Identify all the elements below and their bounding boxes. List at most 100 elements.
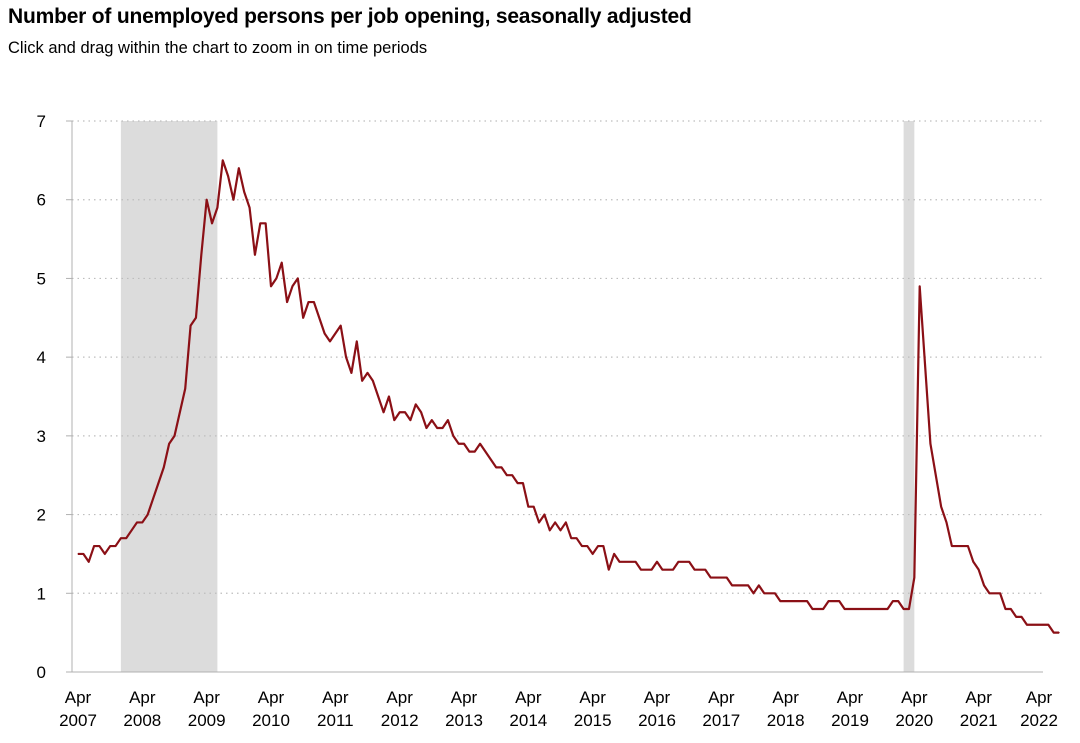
data-point <box>956 545 958 547</box>
data-point <box>549 529 551 531</box>
x-tick-month-label: Apr <box>129 688 156 707</box>
data-point <box>168 443 170 445</box>
data-point <box>82 553 84 555</box>
x-tick-year-label: 2016 <box>638 711 676 730</box>
data-point <box>651 569 653 571</box>
data-point <box>254 254 256 256</box>
data-point <box>409 419 411 421</box>
data-point <box>474 451 476 453</box>
data-point <box>543 513 546 516</box>
data-point <box>672 569 674 571</box>
data-point <box>275 277 277 280</box>
data-point <box>758 584 760 587</box>
data-point <box>77 553 79 555</box>
data-point <box>822 608 824 610</box>
data-point <box>109 545 111 547</box>
data-point <box>163 466 165 468</box>
data-point <box>897 600 899 602</box>
recession-band-1 <box>120 121 218 672</box>
x-axis-tick-labels: Apr 2007 Apr 2008 Apr 2009 Apr 2010 Apr 2011 Apr 20… <box>59 688 1058 730</box>
data-point <box>801 600 803 602</box>
data-point <box>334 332 336 335</box>
data-point <box>147 513 149 516</box>
data-point <box>795 600 797 602</box>
data-point <box>715 576 717 579</box>
data-point <box>677 561 680 563</box>
x-tick-month-label: Apr <box>837 688 864 707</box>
data-point <box>318 317 320 319</box>
data-point <box>189 325 192 327</box>
x-tick-month-label: Apr <box>258 688 285 707</box>
data-point <box>441 427 444 429</box>
data-point <box>104 553 106 555</box>
data-point <box>833 600 835 602</box>
data-point <box>640 569 642 571</box>
data-point <box>785 600 787 602</box>
data-point <box>361 380 363 382</box>
data-point <box>179 411 181 413</box>
x-tick-year-label: 2007 <box>59 711 97 730</box>
data-point <box>243 191 245 193</box>
data-point <box>554 521 556 524</box>
data-point <box>136 521 138 524</box>
x-tick-month-label: Apr <box>515 688 542 707</box>
y-tick-label: 4 <box>37 348 46 367</box>
x-tick-month-label: Apr <box>193 688 220 707</box>
data-point <box>93 545 95 547</box>
data-point <box>565 521 567 524</box>
data-point <box>141 521 143 524</box>
data-point <box>517 482 519 484</box>
data-point <box>248 206 251 209</box>
data-point <box>1031 624 1033 626</box>
x-tick-year-label: 2012 <box>381 711 419 730</box>
data-point <box>356 340 358 342</box>
data-point <box>624 561 626 563</box>
data-point <box>586 545 588 547</box>
data-point <box>495 466 497 468</box>
data-point <box>661 569 663 571</box>
x-tick-year-label: 2018 <box>767 711 805 730</box>
data-point <box>870 608 873 610</box>
data-point <box>270 285 272 287</box>
data-point <box>538 521 540 524</box>
data-point <box>157 482 160 484</box>
y-tick-label: 2 <box>37 506 46 525</box>
data-point <box>790 600 792 602</box>
data-point <box>645 569 647 571</box>
data-point <box>184 388 186 390</box>
data-point <box>302 317 304 319</box>
data-point <box>522 482 524 484</box>
data-point <box>195 317 197 319</box>
data-point <box>152 498 154 500</box>
data-point <box>404 411 406 413</box>
data-point <box>382 411 385 413</box>
data-point <box>420 411 422 413</box>
x-tick-month-label: Apr <box>65 688 92 707</box>
x-tick-year-label: 2013 <box>445 711 483 730</box>
data-point <box>1037 624 1039 626</box>
data-point <box>206 199 208 201</box>
data-point <box>1058 632 1060 634</box>
data-point <box>994 592 996 594</box>
x-tick-year-label: 2011 <box>317 711 354 730</box>
data-point <box>575 537 578 539</box>
data-point <box>425 427 428 429</box>
data-point <box>1010 608 1012 610</box>
data-point <box>592 553 594 555</box>
data-point <box>1020 616 1023 618</box>
data-point <box>720 576 722 579</box>
data-point <box>613 553 615 555</box>
data-point <box>297 277 299 280</box>
data-point <box>291 285 294 287</box>
data-point <box>431 419 433 421</box>
data-point <box>372 380 374 382</box>
x-tick-month-label: Apr <box>772 688 799 707</box>
data-point <box>940 506 942 508</box>
data-point <box>629 561 631 563</box>
y-tick-label: 3 <box>37 427 46 446</box>
data-point <box>838 600 840 602</box>
data-point <box>602 545 604 547</box>
axes <box>71 121 1043 673</box>
data-point <box>876 608 878 610</box>
